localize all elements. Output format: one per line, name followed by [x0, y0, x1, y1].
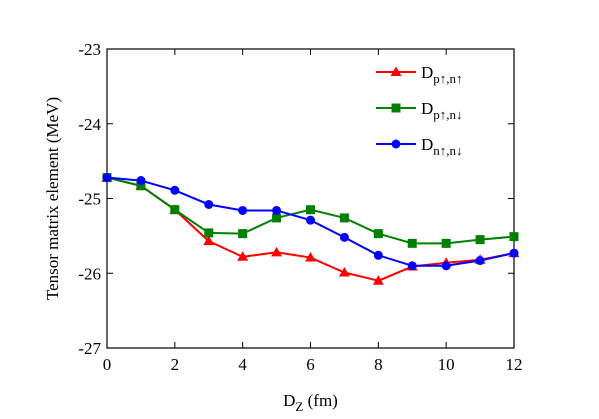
- legend-marker: [391, 103, 401, 113]
- marker: [339, 213, 349, 223]
- y-tick-label: -24: [78, 115, 101, 134]
- marker: [238, 205, 248, 215]
- marker: [272, 205, 282, 215]
- marker: [441, 238, 451, 248]
- marker: [372, 275, 384, 285]
- marker: [203, 235, 215, 246]
- legend-label: Dn↑,n↓: [421, 135, 463, 158]
- marker: [136, 181, 146, 191]
- y-tick-label: -27: [78, 339, 101, 358]
- marker: [475, 235, 485, 245]
- marker: [102, 173, 112, 183]
- marker: [136, 176, 146, 186]
- marker: [441, 261, 451, 271]
- marker: [170, 205, 180, 215]
- marker: [509, 248, 519, 258]
- legend-marker: [390, 66, 402, 76]
- marker: [306, 215, 315, 225]
- marker: [271, 246, 283, 257]
- marker: [204, 228, 214, 238]
- legend-marker: [391, 139, 401, 149]
- plot-frame: [106, 48, 515, 349]
- marker: [407, 261, 417, 271]
- legend-label: Dp↑,n↑: [421, 63, 463, 86]
- x-tick-label: 12: [506, 355, 523, 374]
- y-tick-label: -23: [78, 40, 101, 59]
- marker: [237, 251, 249, 261]
- x-tick-label: 0: [103, 355, 112, 374]
- marker: [204, 199, 214, 209]
- marker: [475, 256, 485, 266]
- y-axis-label: Tensor matrix element (MeV): [43, 97, 62, 300]
- marker: [339, 232, 349, 242]
- marker: [373, 229, 383, 239]
- marker: [509, 232, 519, 242]
- x-tick-label: 4: [238, 355, 247, 374]
- marker: [238, 229, 248, 239]
- marker: [305, 252, 316, 262]
- marker: [272, 213, 282, 223]
- y-tick-label: -26: [78, 264, 101, 283]
- marker: [338, 267, 350, 277]
- x-tick-label: 6: [306, 355, 315, 374]
- marker: [170, 185, 180, 195]
- legend-label: Dp↑,n↓: [421, 99, 463, 122]
- marker: [306, 205, 315, 215]
- x-tick-label: 8: [374, 355, 383, 374]
- y-tick-label: -25: [78, 190, 101, 209]
- marker: [373, 250, 383, 260]
- x-tick-label: 2: [171, 355, 180, 374]
- marker: [407, 238, 417, 248]
- x-axis-label: DZ (fm): [283, 391, 338, 414]
- x-tick-label: 10: [438, 355, 455, 374]
